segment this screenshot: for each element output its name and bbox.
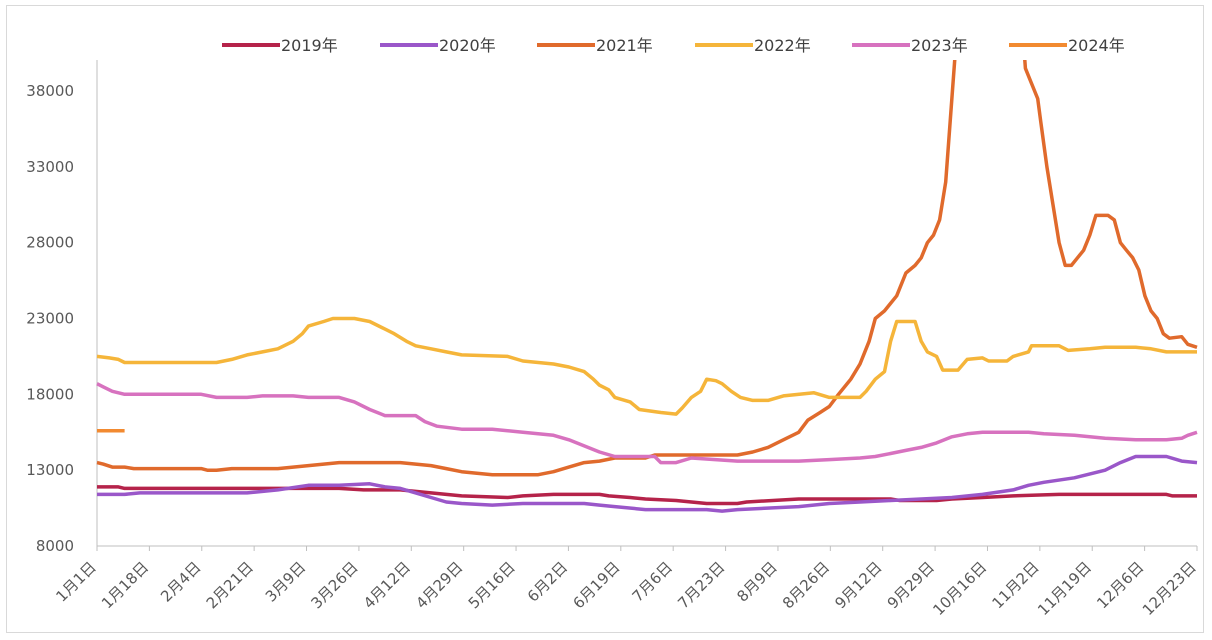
x-tick-label: 2月21日 <box>203 558 257 612</box>
chart-axes: 8000 13000 18000 23000 28000 33000 38000 1月1日1月… <box>26 60 1200 619</box>
legend-label: 2020年 <box>439 36 496 55</box>
x-tick-label: 12月6日 <box>1093 558 1147 612</box>
x-tick-label: 4月12日 <box>360 558 414 612</box>
x-tick-label: 10月16日 <box>929 558 990 619</box>
x-tick-label: 6月2日 <box>524 558 571 605</box>
series-line-2023 <box>96 382 1198 465</box>
x-tick-label: 8月26日 <box>779 558 833 612</box>
legend-label: 2019年 <box>281 36 338 55</box>
x-tick-label: 2月4日 <box>157 558 204 605</box>
x-tick-label: 5月16日 <box>465 558 519 612</box>
legend-label: 2022年 <box>754 36 811 55</box>
x-tick-label: 1月1日 <box>52 558 99 605</box>
x-tick-label: 1月18日 <box>98 558 152 612</box>
series-line-2022 <box>96 316 1197 416</box>
legend-label: 2023年 <box>911 36 968 55</box>
legend-label: 2024年 <box>1068 36 1125 55</box>
series-line-2020 <box>97 454 1198 513</box>
legend-label: 2021年 <box>596 36 653 55</box>
x-tick-label: 12月23日 <box>1139 558 1200 619</box>
y-tick-label: 38000 <box>26 82 74 100</box>
y-tick-label: 13000 <box>26 461 74 479</box>
series-line-2019 <box>97 485 1197 506</box>
x-tick-label: 7月6日 <box>629 558 676 605</box>
chart-legend: 2019年 2020年 2021年 2022年 2023年 2024年 <box>222 36 1125 55</box>
x-tick-label: 8月9日 <box>733 558 780 605</box>
chart-frame <box>6 5 1204 633</box>
x-tick-label: 11月19日 <box>1034 558 1095 619</box>
x-tick-label: 11月2日 <box>988 558 1042 612</box>
y-tick-label: 28000 <box>26 234 74 252</box>
x-tick-label: 4月29日 <box>412 558 466 612</box>
x-tick-label: 9月12日 <box>831 558 885 612</box>
series-line-2021 <box>96 60 1198 477</box>
y-tick-label: 18000 <box>26 385 74 403</box>
y-tick-label: 8000 <box>36 537 74 555</box>
y-tick-label: 33000 <box>26 158 74 176</box>
x-tick-label: 3月9日 <box>262 558 309 605</box>
x-tick-label: 3月26日 <box>308 558 362 612</box>
x-tick-label: 7月23日 <box>674 558 728 612</box>
y-tick-label: 23000 <box>26 310 74 328</box>
chart-series <box>96 60 1198 513</box>
x-tick-label: 9月29日 <box>884 558 938 612</box>
x-tick-label: 6月19日 <box>569 558 623 612</box>
